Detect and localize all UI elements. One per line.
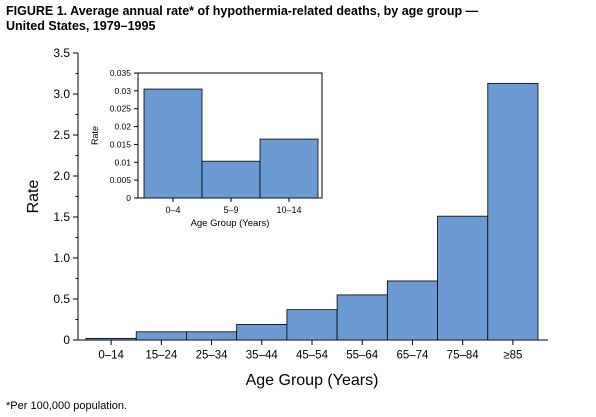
main-bar [336,294,388,341]
main-x-tick-label: ≥85 [503,350,522,362]
figure-title: FIGURE 1. Average annual rate* of hypoth… [6,4,592,34]
main-bar [437,215,489,341]
inset-x-axis-ticks: 0–4 5–9 10–14 [165,198,302,215]
main-y-axis-label: Rate [25,180,42,214]
main-y-tick-label: 0 [63,333,70,347]
main-x-axis-ticks: 0–14 15–24 25–34 35–44 45–54 55–64 65–74 75–84 ≥… [98,340,522,362]
main-bar [487,82,539,341]
main-bar [135,331,187,341]
main-x-tick-label: 0–14 [98,350,124,362]
inset-y-tick-label: 0.01 [114,157,131,167]
main-bar [286,309,338,341]
figure-title-line-1: FIGURE 1. Average annual rate* of hypoth… [6,4,479,18]
main-x-tick-label: 35–44 [246,350,279,362]
main-bar [386,280,438,341]
main-y-tick-label: 2.5 [53,128,70,142]
main-x-tick-label: 25–34 [196,350,229,362]
main-chart: 0 0.5 1.0 1.5 2.0 2.5 3.0 3.5 0–14 15–24 25–34 35–… [25,46,548,389]
figure-title-line-2: United States, 1979–1995 [6,19,156,33]
inset-bar [143,88,203,199]
main-y-tick-label: 3.5 [53,46,70,60]
footnote: *Per 100,000 population. [6,400,128,412]
inset-y-tick-label: 0.03 [114,86,131,96]
inset-y-tick-label: 0.025 [110,104,132,114]
inset-x-tick-label: 5–9 [223,205,238,215]
main-x-tick-label: 75–84 [447,350,480,362]
inset-x-axis-label: Age Group (Years) [191,218,270,229]
inset-y-tick-label: 0.035 [110,68,132,78]
main-bar [85,337,137,341]
inset-bar [201,160,261,199]
main-x-tick-label: 45–54 [296,350,329,362]
inset-chart: 0 0.005 0.01 0.015 0.02 0.025 0.03 0.035 0–4 5–9… [90,68,323,229]
inset-y-axis-ticks: 0 0.005 0.01 0.015 0.02 0.025 0.03 0.035 [110,68,138,203]
inset-y-tick-label: 0.02 [114,122,131,132]
inset-y-tick-label: 0.005 [110,175,132,185]
main-bar [186,331,238,341]
main-x-tick-label: 55–64 [346,350,379,362]
inset-y-tick-label: 0 [126,193,131,203]
main-x-tick-label: 15–24 [145,350,178,362]
main-y-tick-label: 1.5 [53,210,70,224]
main-y-tick-label: 0.5 [53,292,70,306]
inset-y-tick-label: 0.015 [110,139,132,149]
main-y-tick-label: 2.0 [53,169,70,183]
main-y-tick-label: 3.0 [53,87,70,101]
main-bar [236,324,288,341]
inset-x-tick-label: 10–14 [276,205,301,215]
main-y-axis-ticks: 0 0.5 1.0 1.5 2.0 2.5 3.0 3.5 [53,46,78,347]
inset-bar [259,138,319,199]
main-y-tick-label: 1.0 [53,251,70,265]
inset-y-axis-label: Rate [90,126,100,145]
main-x-tick-label: 65–74 [396,350,429,362]
main-x-axis-label: Age Group (Years) [246,372,379,389]
main-bars [77,53,548,341]
inset-bars [137,72,323,199]
inset-x-tick-label: 0–4 [165,205,180,215]
